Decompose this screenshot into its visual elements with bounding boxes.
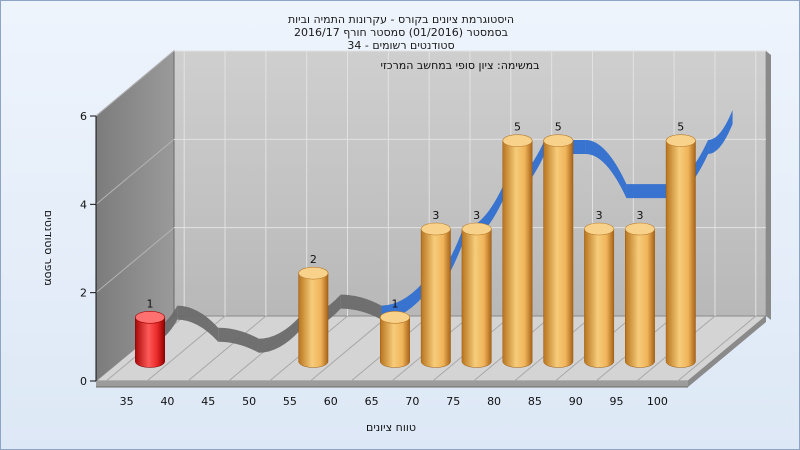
x-axis-title: טווח ציונים bbox=[366, 421, 416, 434]
y-tick-label: 4 bbox=[80, 198, 87, 211]
bar-cap bbox=[135, 311, 166, 324]
bar-cap bbox=[379, 311, 410, 324]
x-tick-label: 100 bbox=[647, 395, 668, 408]
histogram-bar bbox=[379, 311, 410, 368]
bar-cap bbox=[665, 134, 696, 147]
plot-back-wall-edge bbox=[766, 51, 771, 320]
x-tick-label: 65 bbox=[365, 395, 379, 408]
gridline-side bbox=[95, 138, 175, 205]
gridline-side bbox=[95, 50, 175, 117]
x-tick-label: 45 bbox=[201, 395, 215, 408]
bar-data-label: 5 bbox=[514, 121, 521, 134]
bar-cap bbox=[298, 266, 329, 280]
histogram-bar bbox=[543, 134, 574, 368]
bar-body bbox=[625, 228, 655, 368]
gridline-floor bbox=[187, 315, 267, 382]
chart-subtitle: במשימה: ציון סופי במחשב המרכזי bbox=[380, 59, 539, 72]
bar-body bbox=[420, 228, 451, 368]
bar-body bbox=[502, 140, 533, 368]
bar-body bbox=[298, 272, 329, 368]
histogram-bar bbox=[584, 222, 615, 368]
gridline-floor bbox=[310, 315, 389, 382]
bar-cap bbox=[461, 222, 492, 236]
bar-body bbox=[665, 140, 696, 368]
bar-data-label: 3 bbox=[636, 209, 643, 222]
y-axis-title: מספר סטודנטים bbox=[42, 210, 55, 286]
trend-ribbon-segment bbox=[585, 140, 627, 199]
bar-body bbox=[461, 228, 492, 368]
x-tick-label: 35 bbox=[120, 395, 134, 408]
trend-ribbon-segment bbox=[340, 294, 382, 320]
trend-ribbon-segment bbox=[218, 327, 259, 353]
x-tick-label: 70 bbox=[405, 395, 419, 408]
trend-ribbon-segment bbox=[177, 305, 219, 342]
x-tick-label: 95 bbox=[610, 395, 624, 408]
histogram-bar bbox=[624, 222, 655, 368]
bar-body bbox=[380, 317, 410, 368]
x-tick-label: 55 bbox=[283, 395, 297, 408]
gridline-side bbox=[95, 227, 175, 294]
x-tick-label: 60 bbox=[324, 395, 338, 408]
chart-title-line-1: היסטוגרמת ציונים בקורס - עקרונות התמיה ו… bbox=[287, 13, 515, 26]
bar-data-label: 3 bbox=[596, 209, 603, 222]
histogram-bar bbox=[135, 311, 166, 368]
y-tick-label: 6 bbox=[80, 110, 87, 123]
plot-floor-edge bbox=[96, 381, 688, 387]
histogram-bar bbox=[298, 266, 329, 368]
bar-cap bbox=[624, 222, 655, 236]
x-tick-label: 50 bbox=[242, 395, 256, 408]
x-tick-label: 40 bbox=[160, 395, 174, 408]
bar-body bbox=[543, 140, 574, 368]
histogram-bar bbox=[502, 134, 533, 368]
bar-data-label: 5 bbox=[555, 121, 562, 134]
x-tick-label: 80 bbox=[487, 395, 501, 408]
trend-ribbon-segment bbox=[708, 110, 733, 154]
bar-cap bbox=[584, 222, 615, 236]
gridline-floor bbox=[677, 315, 757, 382]
histogram-bar bbox=[420, 222, 451, 368]
bar-data-label: 5 bbox=[677, 121, 684, 134]
bar-data-label: 3 bbox=[473, 209, 480, 222]
trend-ribbon-segment bbox=[258, 316, 300, 353]
bar-body bbox=[135, 317, 165, 368]
bar-data-label: 1 bbox=[147, 297, 154, 310]
chart-title-line-2: בסמסטר (01/2016) סמסטר חורף 2016/17 bbox=[294, 26, 508, 39]
bar-body bbox=[584, 228, 615, 368]
bar-cap bbox=[502, 134, 533, 147]
trend-ribbon-segment bbox=[381, 283, 423, 320]
x-tick-label: 90 bbox=[569, 395, 583, 408]
y-tick-label: 0 bbox=[80, 375, 87, 388]
y-tick-label: 2 bbox=[80, 287, 87, 300]
chart-title-line-3: סטודנטים רשומים - 34 bbox=[347, 39, 455, 52]
bar-cap bbox=[543, 134, 574, 147]
x-tick-label: 85 bbox=[528, 395, 542, 408]
bar-data-label: 3 bbox=[432, 209, 439, 222]
histogram-bar bbox=[665, 134, 696, 368]
bar-data-label: 1 bbox=[391, 297, 398, 310]
x-tick-label: 75 bbox=[446, 395, 460, 408]
plot-floor-side bbox=[688, 316, 766, 387]
trend-ribbon-segment bbox=[626, 184, 668, 199]
bar-data-label: 2 bbox=[310, 253, 317, 266]
bar-cap bbox=[420, 222, 451, 236]
histogram-bar bbox=[461, 222, 492, 368]
